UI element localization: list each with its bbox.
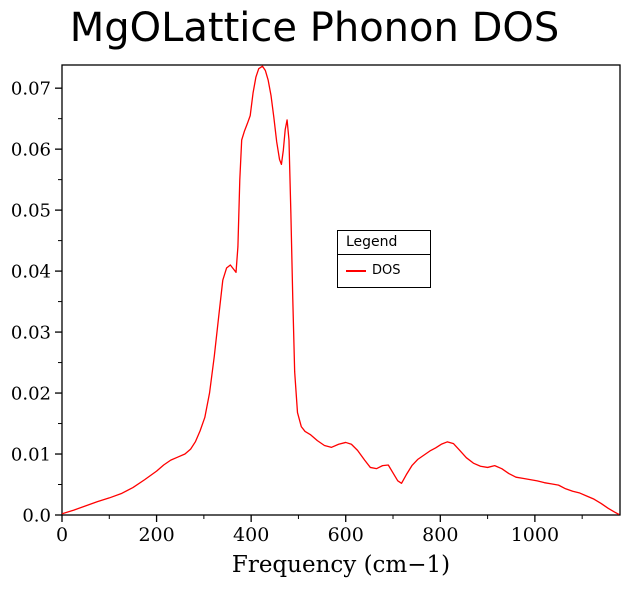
- y-axis-tick-label: 0.0: [22, 505, 51, 526]
- chart-title: MgOLattice Phonon DOS: [69, 5, 560, 51]
- legend-entry-label: DOS: [372, 263, 401, 278]
- y-axis-tick-label: 0.02: [11, 383, 51, 404]
- y-axis-tick-label: 0.06: [11, 139, 51, 160]
- x-axis-tick-label: 400: [233, 524, 269, 546]
- x-axis-tick-label: 600: [328, 524, 364, 546]
- legend-entry-dos: DOS: [338, 255, 430, 287]
- y-axis-tick-label: 0.01: [11, 444, 51, 465]
- x-axis-tick-label: 200: [138, 524, 174, 546]
- legend-line-sample-icon: [346, 269, 366, 272]
- plot-frame: [61, 64, 621, 516]
- legend-title: Legend: [338, 231, 430, 255]
- x-axis-tick-label: 0: [56, 524, 68, 546]
- y-axis-tick-label: 0.05: [11, 200, 51, 221]
- legend-box: Legend DOS: [337, 230, 431, 288]
- y-axis-tick-label: 0.03: [11, 322, 51, 343]
- x-axis-tick-label: 1000: [511, 524, 559, 546]
- dos-line-series: [62, 65, 620, 515]
- y-axis-tick-label: 0.04: [11, 261, 51, 282]
- x-axis-title: Frequency (cm−1): [231, 552, 451, 578]
- y-axis-tick-label: 0.07: [11, 78, 51, 99]
- x-axis-tick-label: 800: [422, 524, 458, 546]
